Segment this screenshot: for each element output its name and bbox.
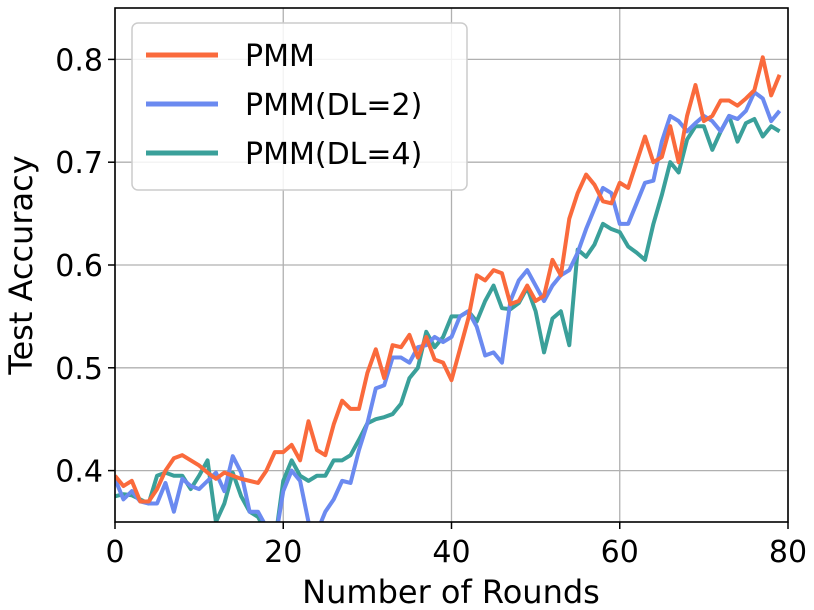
y-tick-label: 0.4 <box>55 455 103 490</box>
series-line-pmm-dl-2 <box>115 90 782 522</box>
x-tick-label: 20 <box>264 535 302 570</box>
series-layer <box>115 55 782 522</box>
legend-box <box>131 22 468 191</box>
legend-label: PMM(DL=2) <box>245 88 422 123</box>
y-tick-label: 0.5 <box>55 352 103 387</box>
x-tick-label: 0 <box>105 535 124 570</box>
x-axis-ticks: 0 20 40 60 80 <box>105 522 807 570</box>
x-tick-label: 80 <box>769 535 807 570</box>
legend-label: PMM <box>245 39 315 74</box>
legend-label: PMM(DL=4) <box>245 137 422 172</box>
y-tick-label: 0.6 <box>55 249 103 284</box>
series-line-pmm-dl-4 <box>115 113 781 522</box>
y-axis-label: Test Accuracy <box>2 155 40 375</box>
y-axis-ticks: 0.4 0.5 0.6 0.7 0.8 <box>55 43 115 490</box>
x-tick-label: 40 <box>432 535 470 570</box>
x-axis-label: Number of Rounds <box>302 573 600 610</box>
legend: PMM PMM(DL=2) PMM(DL=4) <box>131 22 468 191</box>
x-tick-label: 60 <box>601 535 639 570</box>
y-tick-label: 0.7 <box>55 146 103 181</box>
y-tick-label: 0.8 <box>55 43 103 78</box>
series-line-pmm <box>115 55 782 504</box>
